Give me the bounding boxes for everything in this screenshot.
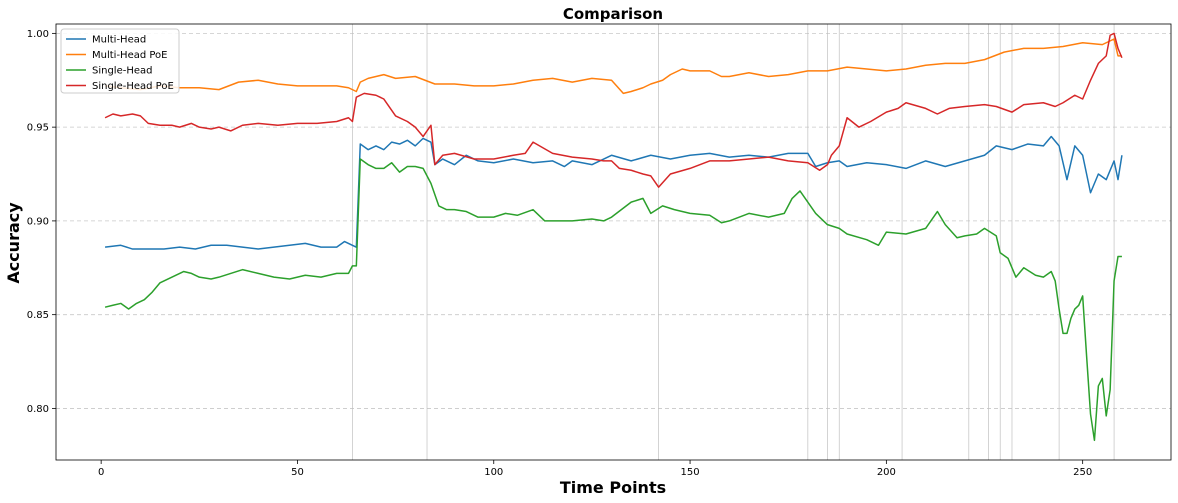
series-layer <box>104 32 1123 442</box>
y-axis-ticks: 0.80 0.85 0.90 0.95 1.00 <box>27 29 56 415</box>
series-line-single-head-poe <box>104 32 1123 188</box>
y-tick-label: 0.95 <box>27 123 49 134</box>
legend-label: Multi-Head <box>92 35 146 46</box>
legend-label: Multi-Head PoE <box>92 50 168 61</box>
legend-label: Single-Head PoE <box>92 81 174 92</box>
vertical-markers <box>352 24 1115 460</box>
x-axis-ticks: 0 50 100 150 200 250 <box>98 460 1092 478</box>
series-line-multi-head-poe <box>104 38 1122 95</box>
x-tick-label: 50 <box>291 467 304 478</box>
grid-layer <box>56 32 1171 409</box>
y-tick-label: 0.90 <box>27 216 49 227</box>
x-tick-label: 0 <box>98 467 104 478</box>
series-line-single-head <box>104 158 1122 442</box>
legend: Multi-Head Multi-Head PoE Single-Head Singl… <box>60 28 180 94</box>
legend-label: Single-Head <box>92 66 153 77</box>
series-line-multi-head <box>104 135 1123 250</box>
plot-frame <box>55 23 1172 461</box>
y-tick-label: 0.80 <box>27 404 49 415</box>
legend-box <box>60 28 180 94</box>
x-tick-label: 250 <box>1073 467 1092 478</box>
y-axis-label: Accuracy <box>4 202 23 284</box>
x-tick-label: 200 <box>877 467 896 478</box>
chart-title: Comparison <box>563 5 663 23</box>
x-tick-label: 100 <box>484 467 503 478</box>
y-tick-label: 1.00 <box>27 29 49 40</box>
y-tick-label: 0.85 <box>27 310 49 321</box>
x-axis-label: Time Points <box>560 478 666 497</box>
x-tick-label: 150 <box>681 467 700 478</box>
